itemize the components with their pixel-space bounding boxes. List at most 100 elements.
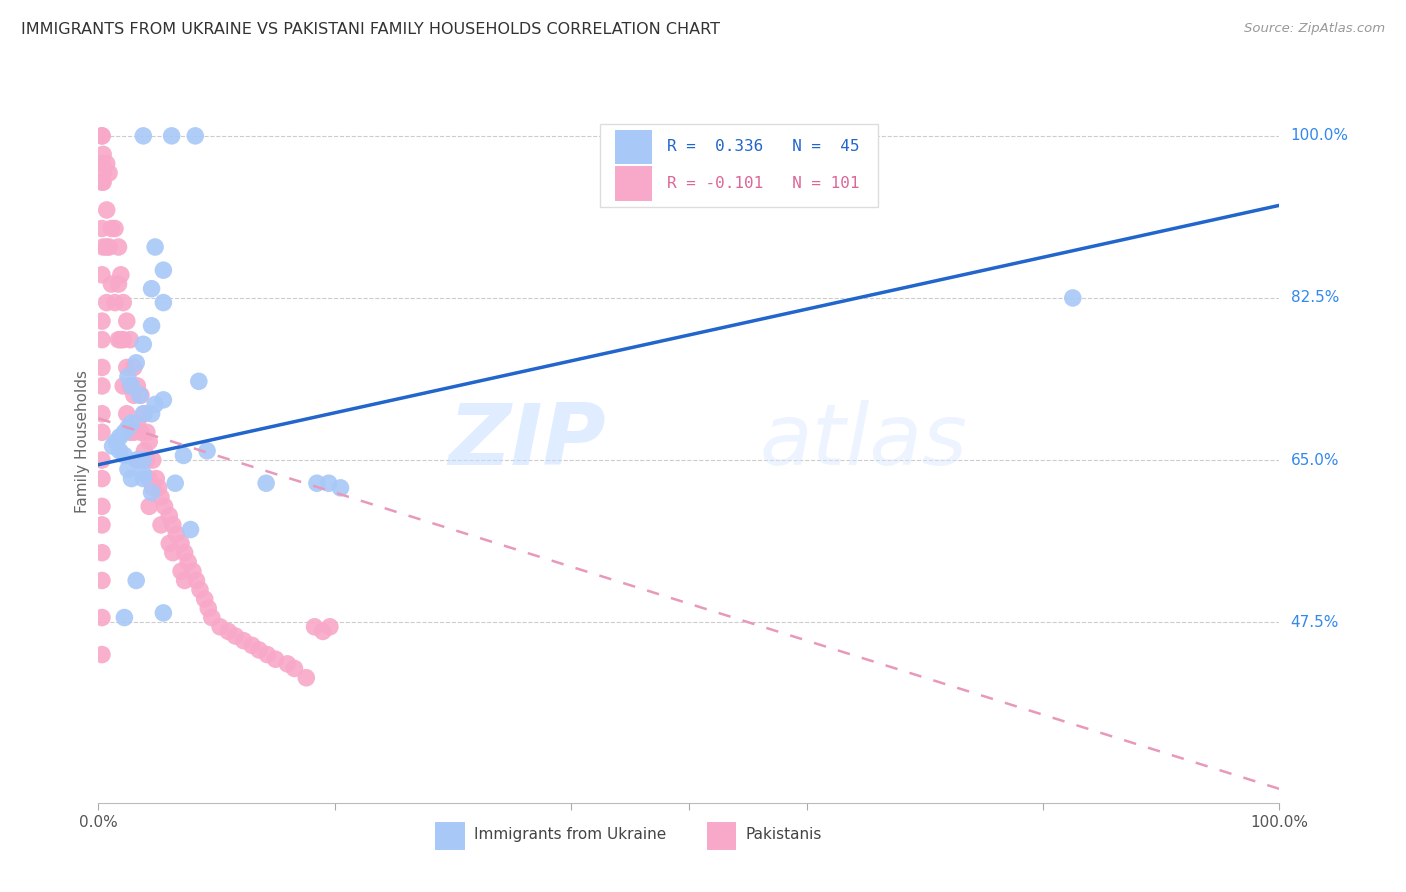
- Point: [181, 564, 204, 578]
- Point: [125, 453, 148, 467]
- Point: [115, 360, 138, 375]
- Text: R =  0.336   N =  45: R = 0.336 N = 45: [666, 139, 859, 154]
- Point: [134, 443, 156, 458]
- Point: [91, 648, 114, 662]
- Point: [153, 500, 176, 514]
- Point: [264, 652, 287, 666]
- Text: Pakistanis: Pakistanis: [745, 827, 823, 842]
- Point: [112, 295, 135, 310]
- Point: [91, 425, 114, 440]
- Point: [152, 606, 174, 620]
- FancyBboxPatch shape: [614, 166, 652, 201]
- Point: [127, 416, 149, 430]
- Point: [91, 175, 114, 189]
- Point: [132, 407, 155, 421]
- Point: [148, 481, 170, 495]
- Point: [91, 407, 114, 421]
- Point: [132, 472, 155, 486]
- Point: [91, 546, 114, 560]
- Point: [256, 648, 278, 662]
- Point: [96, 156, 118, 170]
- Point: [329, 481, 352, 495]
- Point: [108, 443, 131, 458]
- Point: [120, 379, 142, 393]
- Point: [201, 610, 224, 624]
- Point: [150, 490, 173, 504]
- Point: [91, 453, 114, 467]
- Point: [173, 546, 195, 560]
- Point: [121, 379, 143, 393]
- Point: [128, 388, 150, 402]
- Point: [304, 620, 326, 634]
- Point: [195, 443, 218, 458]
- Point: [312, 624, 335, 639]
- Point: [247, 643, 270, 657]
- Point: [91, 156, 114, 170]
- Point: [120, 425, 142, 440]
- Point: [143, 240, 166, 254]
- Point: [197, 601, 219, 615]
- Point: [122, 425, 145, 440]
- Point: [115, 407, 138, 421]
- Point: [162, 517, 184, 532]
- Point: [165, 476, 187, 491]
- Point: [318, 476, 340, 491]
- Point: [129, 388, 152, 402]
- Text: 65.0%: 65.0%: [1291, 452, 1339, 467]
- Point: [100, 221, 122, 235]
- Point: [135, 453, 157, 467]
- Text: R = -0.101   N = 101: R = -0.101 N = 101: [666, 176, 859, 191]
- Point: [108, 430, 131, 444]
- Point: [142, 453, 165, 467]
- Point: [141, 485, 163, 500]
- Point: [143, 397, 166, 411]
- Point: [104, 295, 127, 310]
- Point: [91, 610, 114, 624]
- Point: [122, 388, 145, 402]
- Point: [152, 392, 174, 407]
- Point: [188, 582, 211, 597]
- Point: [132, 128, 155, 143]
- Point: [91, 574, 114, 588]
- Point: [98, 240, 121, 254]
- Point: [120, 333, 142, 347]
- Point: [150, 517, 173, 532]
- Text: 100.0%: 100.0%: [1291, 128, 1348, 144]
- Point: [172, 449, 194, 463]
- Point: [254, 476, 277, 491]
- Point: [187, 375, 209, 389]
- Point: [170, 536, 193, 550]
- Point: [134, 407, 156, 421]
- Point: [224, 629, 246, 643]
- Point: [194, 592, 217, 607]
- Point: [125, 356, 148, 370]
- Point: [165, 527, 187, 541]
- FancyBboxPatch shape: [707, 822, 737, 850]
- Point: [145, 472, 167, 486]
- Point: [157, 536, 180, 550]
- Point: [129, 453, 152, 467]
- Point: [173, 574, 195, 588]
- Point: [91, 166, 114, 180]
- Point: [157, 508, 180, 523]
- Point: [91, 240, 114, 254]
- Point: [162, 546, 184, 560]
- Point: [135, 425, 157, 440]
- Point: [1062, 291, 1084, 305]
- Point: [132, 453, 155, 467]
- Point: [138, 472, 160, 486]
- Point: [100, 277, 122, 291]
- Point: [122, 360, 145, 375]
- Point: [112, 449, 135, 463]
- Point: [127, 379, 149, 393]
- Point: [232, 633, 254, 648]
- Point: [91, 314, 114, 328]
- Y-axis label: Family Households: Family Households: [75, 370, 90, 513]
- Point: [209, 620, 232, 634]
- Point: [96, 202, 118, 217]
- Text: IMMIGRANTS FROM UKRAINE VS PAKISTANI FAMILY HOUSEHOLDS CORRELATION CHART: IMMIGRANTS FROM UKRAINE VS PAKISTANI FAM…: [21, 22, 720, 37]
- Point: [319, 620, 342, 634]
- Point: [91, 333, 114, 347]
- FancyBboxPatch shape: [614, 129, 652, 164]
- Point: [180, 523, 202, 537]
